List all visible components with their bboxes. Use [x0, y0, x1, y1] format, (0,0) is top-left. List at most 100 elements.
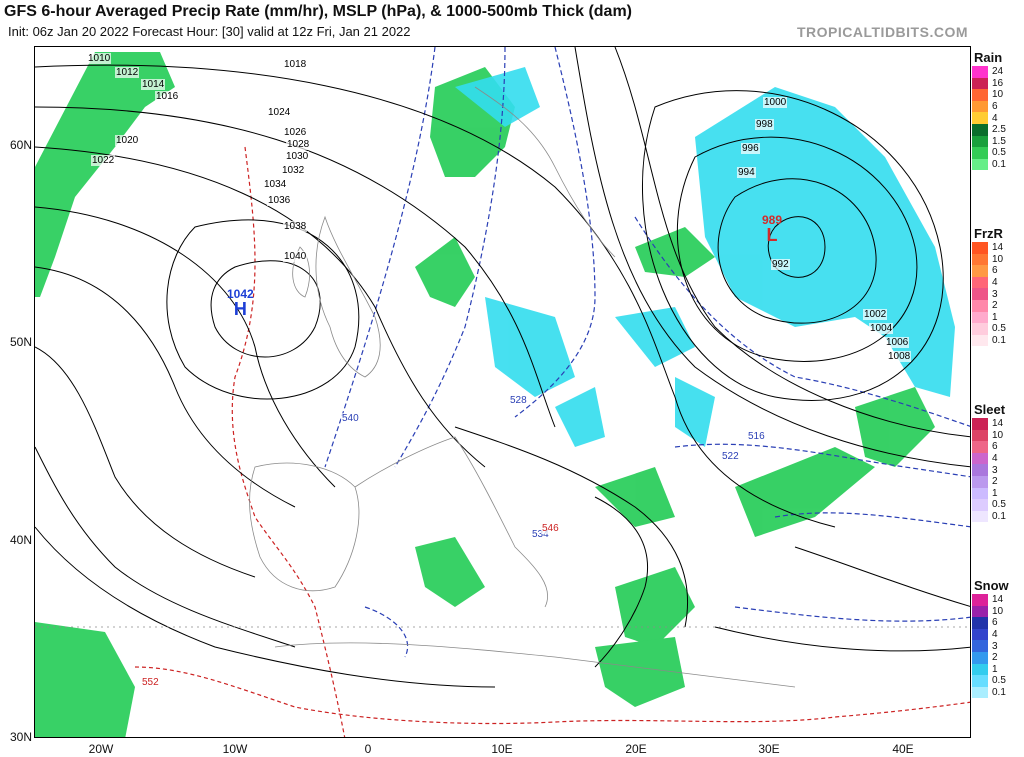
- isobar-label: 994: [737, 167, 756, 178]
- legend-label: 0.1: [992, 687, 1006, 699]
- thickness-label: 534: [531, 529, 550, 540]
- lon-label-30e: 30E: [758, 742, 780, 756]
- legend-swatch: [972, 452, 988, 465]
- lat-label-50n: 50N: [9, 335, 32, 349]
- legend-label: 24: [992, 66, 1004, 78]
- legend-swatch: [972, 605, 988, 618]
- legend-entry: 16: [972, 77, 1024, 90]
- lon-label-10e: 10E: [491, 742, 513, 756]
- legend-swatch: [972, 242, 988, 254]
- legend-entry: 6: [972, 100, 1024, 113]
- isobar-label: 1018: [283, 59, 308, 70]
- legend-swatch: [972, 475, 988, 488]
- legend-label: 6: [992, 441, 998, 453]
- legend-entry: 6: [972, 265, 1024, 277]
- isobar-label: 1008: [887, 351, 912, 362]
- legend-swatch: [972, 89, 988, 101]
- legend-swatch: [972, 499, 988, 511]
- low-pressure-letter: L: [766, 225, 778, 245]
- legend-label: 6: [992, 265, 998, 277]
- isobar-label: 1016: [155, 91, 180, 102]
- legend-swatch: [972, 675, 988, 687]
- forecast-map[interactable]: 1042 H 989 L 1010 1012 1014 1016 1018 1020 102…: [34, 46, 971, 738]
- legend-swatch: [972, 510, 988, 523]
- legend-swatch: [972, 265, 988, 277]
- legend-entry: 4: [972, 276, 1024, 289]
- brand-watermark: TROPICALTIDBITS.COM: [796, 24, 968, 40]
- legend-swatch: [972, 617, 988, 629]
- legend-swatch: [972, 487, 988, 500]
- legend-label: 14: [992, 594, 1004, 606]
- low-pressure-value: 989: [762, 213, 783, 227]
- legend-title: FrzR: [974, 226, 1003, 241]
- legend-swatch: [972, 276, 988, 289]
- thickness-label: 540: [341, 413, 360, 424]
- legend-title: Rain: [974, 50, 1003, 65]
- lon-label-0: 0: [364, 742, 372, 756]
- coastline-borders: [35, 86, 970, 688]
- legend-entry: 2: [972, 475, 1024, 488]
- legend-label: 0.5: [992, 675, 1006, 687]
- legend-label: 2: [992, 652, 998, 664]
- lat-label-60n: 60N: [9, 138, 32, 152]
- lon-label-40e: 40E: [892, 742, 914, 756]
- legend-swatch: [972, 147, 988, 159]
- legend-label: 0.5: [992, 499, 1006, 511]
- legend-label: 2: [992, 300, 998, 312]
- isobar-label: 998: [755, 119, 774, 130]
- legend-label: 3: [992, 464, 998, 476]
- legend-label: 1: [992, 487, 998, 499]
- legend-swatch: [972, 628, 988, 641]
- isobar-label: 1020: [115, 135, 140, 146]
- legend-label: 0.5: [992, 323, 1006, 335]
- lon-label-10w: 10W: [222, 742, 248, 756]
- isobar-label: 1026: [283, 127, 308, 138]
- isobar-label: 1000: [763, 97, 788, 108]
- legend-entry: 14: [972, 418, 1024, 430]
- isobar-lines: [35, 47, 970, 688]
- legend-label: 10: [992, 89, 1004, 101]
- legend-swatch: [972, 77, 988, 90]
- legend-swatch: [972, 686, 988, 699]
- forecast-subtitle: Init: 06z Jan 20 2022 Forecast Hour: [30…: [8, 24, 411, 39]
- thickness-label: 522: [721, 451, 740, 462]
- legend-label: 1: [992, 311, 998, 323]
- legend-frzr: FrzR 14 10 6 4 3 2 1 0.5 0.1: [972, 226, 1024, 347]
- legend-rain: Rain 24 16 10 6 4 2.5 1.5 0.5 0.1: [972, 50, 1024, 171]
- legend-swatch: [972, 100, 988, 113]
- legend-entry: 4: [972, 452, 1024, 465]
- isobar-label: 1034: [263, 179, 288, 190]
- legend-swatch: [972, 429, 988, 442]
- legend-entry: 1: [972, 311, 1024, 324]
- isobar-label: 1030: [285, 151, 310, 162]
- legend-swatch: [972, 135, 988, 148]
- legend-label: 4: [992, 629, 998, 641]
- legend-label: 3: [992, 640, 998, 652]
- high-pressure-value: 1042: [227, 287, 254, 301]
- legend-label: 6: [992, 101, 998, 113]
- legend-entry: 10: [972, 605, 1024, 618]
- legend-swatch: [972, 311, 988, 324]
- legend-label: 4: [992, 277, 998, 289]
- precip-rain-areas: [35, 52, 935, 737]
- thickness-label: 546: [541, 523, 560, 534]
- isobar-label: 1036: [267, 195, 292, 206]
- legend-swatch: [972, 663, 988, 676]
- legend-label: 0.1: [992, 511, 1006, 523]
- legend-label: 1.5: [992, 135, 1006, 147]
- isobar-label: 1002: [863, 309, 888, 320]
- lat-label-30n: 30N: [9, 730, 32, 744]
- legend-entry: 1: [972, 663, 1024, 676]
- legend-entry: 0.1: [972, 510, 1024, 523]
- lon-label-20w: 20W: [88, 742, 114, 756]
- legend-entry: 0.1: [972, 334, 1024, 347]
- legend-entry: 2: [972, 299, 1024, 312]
- legend-label: 0.5: [992, 147, 1006, 159]
- isobar-label: 1004: [869, 323, 894, 334]
- isobar-label: 1028: [286, 139, 311, 150]
- legend-swatch: [972, 464, 988, 476]
- lon-label-20e: 20E: [625, 742, 647, 756]
- legend-label: 16: [992, 77, 1004, 89]
- isobar-label: 992: [771, 259, 790, 270]
- legend-entry: 6: [972, 441, 1024, 453]
